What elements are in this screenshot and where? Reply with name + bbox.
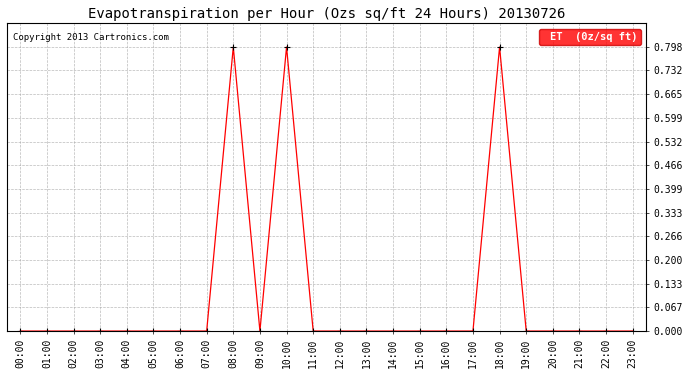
Text: Copyright 2013 Cartronics.com: Copyright 2013 Cartronics.com <box>13 33 169 42</box>
Legend: ET  (0z/sq ft): ET (0z/sq ft) <box>539 29 641 45</box>
Title: Evapotranspiration per Hour (Ozs sq/ft 24 Hours) 20130726: Evapotranspiration per Hour (Ozs sq/ft 2… <box>88 7 565 21</box>
